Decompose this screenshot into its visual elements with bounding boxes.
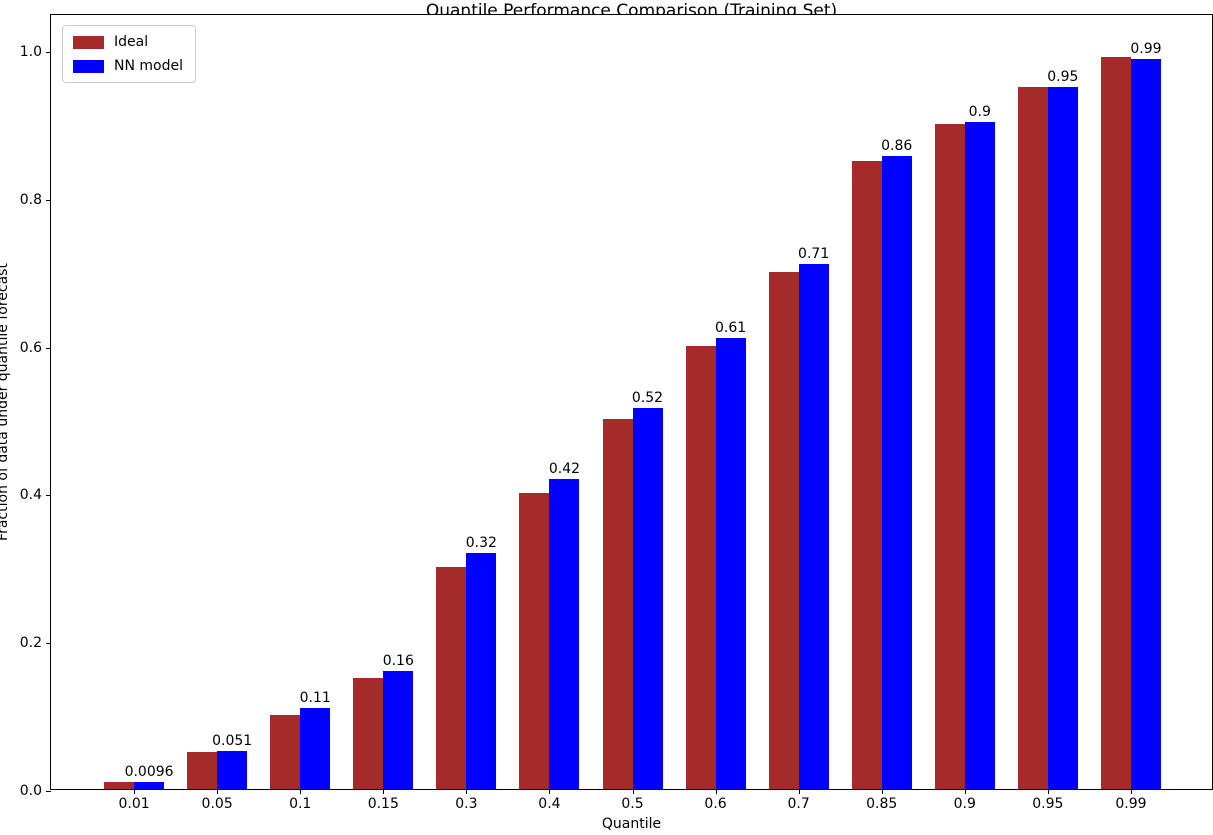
- bar-nn-model: [964, 121, 995, 789]
- y-tick-label: 0.6: [19, 339, 42, 356]
- x-tick-mark: [798, 789, 800, 794]
- legend-swatch-nn-model: [73, 59, 104, 73]
- bar-nn-model: [549, 478, 580, 789]
- x-tick-mark: [1047, 789, 1049, 794]
- y-tick-mark: [46, 791, 51, 792]
- x-tick-label: 0.85: [866, 796, 898, 812]
- x-tick-mark: [466, 789, 468, 794]
- bar-nn-model: [466, 552, 497, 789]
- bar-value-label: 0.95: [1047, 68, 1079, 85]
- bar-value-label: 0.42: [548, 460, 581, 477]
- bar-value-label: 0.86: [881, 137, 913, 154]
- legend-item-nn-model: NN model: [73, 58, 183, 74]
- bar-nn-model: [632, 408, 663, 789]
- bar-ideal: [1100, 57, 1131, 789]
- y-tick-label: 0.0: [19, 783, 42, 799]
- x-tick-label: 0.4: [538, 796, 561, 812]
- bar-ideal: [685, 345, 716, 789]
- y-tick-mark: [46, 51, 51, 53]
- x-tick-label: 0.7: [787, 796, 810, 812]
- bar-ideal: [104, 781, 135, 789]
- x-tick-label: 0.5: [621, 796, 644, 812]
- bar-ideal: [768, 271, 799, 789]
- x-tick-label: 0.3: [455, 796, 478, 812]
- bar-value-label: 0.32: [465, 534, 497, 551]
- bar-value-label: 0.52: [631, 390, 664, 407]
- bar-nn-model: [881, 155, 912, 789]
- x-tick-mark: [632, 789, 634, 794]
- y-axis-label: Fraction of data under quantile forecast: [0, 263, 11, 541]
- bar-value-label: 0.61: [714, 320, 747, 337]
- plot-area: 0.0096 0.051 0.11 0.16 0.32 0.42 0.52 0.61 0.71 0…: [20, 14, 1213, 812]
- legend-swatch-ideal: [73, 35, 104, 49]
- y-tick-label: 0.4: [19, 487, 42, 504]
- x-axis-label: Quantile: [601, 816, 662, 832]
- bar-ideal: [270, 715, 301, 789]
- x-tick-mark: [549, 789, 551, 794]
- bar-value-label: 0.0096: [124, 763, 174, 780]
- bar-nn-model: [798, 264, 829, 789]
- x-tick-mark: [1130, 789, 1132, 794]
- bar-ideal: [436, 567, 467, 789]
- bar-ideal: [934, 123, 965, 789]
- bar-ideal: [1017, 86, 1048, 789]
- bar-ideal: [519, 493, 550, 789]
- y-tick-label: 1.0: [19, 43, 42, 60]
- y-tick-mark: [46, 347, 51, 349]
- x-tick-label: 0.95: [1032, 796, 1064, 812]
- bar-value-label: 0.16: [382, 652, 414, 669]
- bar-ideal: [851, 160, 882, 789]
- x-tick-mark: [134, 789, 136, 794]
- bar-value-label: 0.9: [968, 103, 991, 120]
- bar-ideal: [187, 752, 218, 789]
- x-tick-mark: [881, 789, 883, 794]
- x-tick-mark: [964, 789, 966, 794]
- x-tick-label: 0.05: [201, 796, 233, 812]
- bar-ideal: [353, 678, 384, 789]
- bar-nn-model: [217, 751, 248, 789]
- x-tick-label: 0.15: [367, 796, 399, 812]
- legend-item-ideal: Ideal: [73, 34, 183, 50]
- bar-nn-model: [1047, 86, 1078, 789]
- bar-value-label: 0.051: [212, 733, 253, 750]
- legend-label-nn-model: NN model: [114, 58, 183, 74]
- bar-nn-model: [383, 670, 414, 789]
- x-tick-mark: [383, 789, 385, 794]
- x-tick-label: 0.01: [118, 796, 150, 812]
- x-tick-label: 0.1: [289, 796, 312, 812]
- bar-ideal: [602, 419, 633, 789]
- y-tick-label: 0.8: [19, 191, 42, 208]
- x-tick-mark: [715, 789, 717, 794]
- bar-value-label: 0.99: [1130, 40, 1162, 57]
- x-tick-label: 0.6: [704, 796, 727, 812]
- bar-nn-model: [715, 338, 746, 789]
- y-tick-mark: [46, 199, 51, 201]
- bar-nn-model: [1130, 58, 1161, 789]
- y-tick-mark: [46, 643, 51, 645]
- bar-nn-model: [300, 707, 331, 789]
- bar-value-label: 0.11: [299, 689, 331, 706]
- x-tick-mark: [217, 789, 219, 794]
- legend-label-ideal: Ideal: [114, 34, 149, 50]
- x-tick-label: 0.9: [953, 796, 976, 812]
- x-tick-mark: [300, 789, 302, 794]
- bar-nn-model: [134, 781, 165, 789]
- y-tick-mark: [46, 495, 51, 497]
- y-tick-label: 0.2: [19, 635, 42, 652]
- x-tick-label: 0.99: [1115, 796, 1147, 812]
- legend: Ideal NN model: [62, 25, 196, 83]
- bar-value-label: 0.71: [798, 246, 830, 263]
